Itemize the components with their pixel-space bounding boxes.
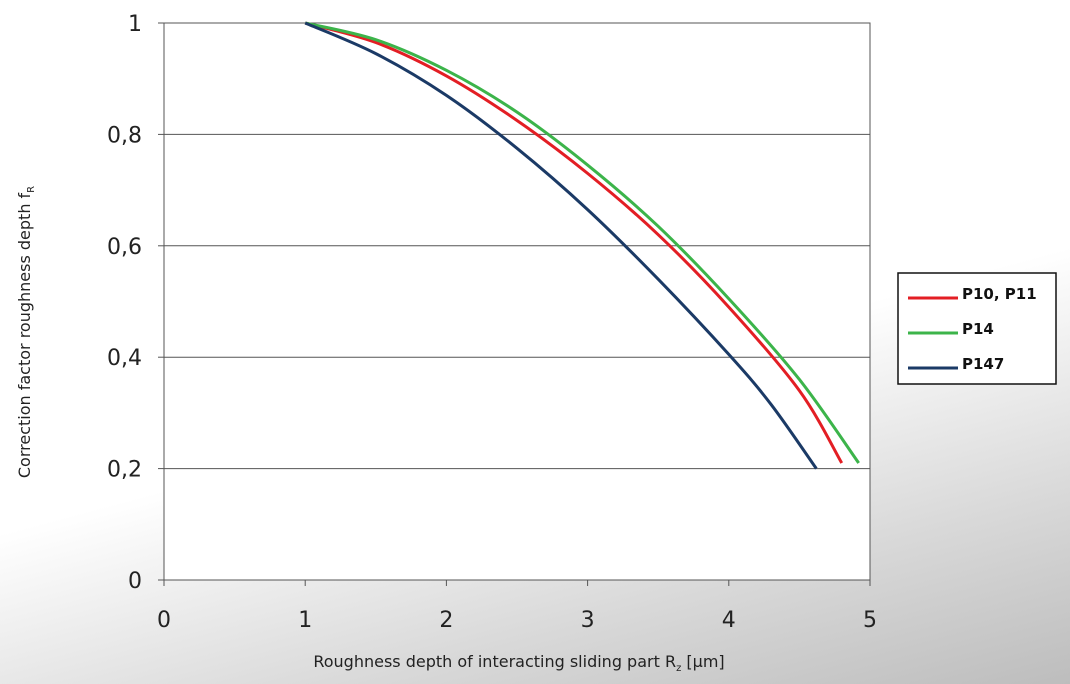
y-tick-label: 0,2	[107, 458, 142, 483]
x-tick-label: 5	[863, 608, 877, 633]
series-line-p147	[304, 21, 818, 470]
legend-box	[897, 272, 1057, 385]
series-line-p14	[304, 21, 860, 464]
y-tick-label: 0,6	[107, 235, 142, 260]
legend-label-p14: P14	[962, 320, 994, 338]
x-tick-label: 4	[722, 608, 736, 633]
legend-label-p147: P147	[962, 355, 1004, 373]
x-tick-label: 3	[581, 608, 595, 633]
legend: P10, P11 P14 P147	[897, 272, 1057, 385]
x-axis-label: Roughness depth of interacting sliding p…	[313, 652, 724, 674]
grid-lines	[164, 133, 870, 470]
x-tick-label: 1	[298, 608, 312, 633]
series-lines	[304, 21, 860, 470]
series-line-p10-p11	[304, 21, 844, 464]
y-tick-label: 0	[128, 569, 142, 594]
legend-label-p10-p11: P10, P11	[962, 285, 1037, 303]
y-tick-label: 0,8	[107, 123, 142, 148]
y-axis-label: Correction factor roughness depth fR	[15, 186, 37, 478]
y-tick-label: 1	[128, 12, 142, 37]
x-tick-label: 2	[439, 608, 453, 633]
x-tick-label: 0	[157, 608, 171, 633]
plot-area	[163, 22, 871, 581]
y-tick-label: 0,4	[107, 346, 142, 371]
axis-ticks: 0 0,2 0,4 0,6 0,8 1 0 1 2 3 4 5	[107, 12, 877, 633]
